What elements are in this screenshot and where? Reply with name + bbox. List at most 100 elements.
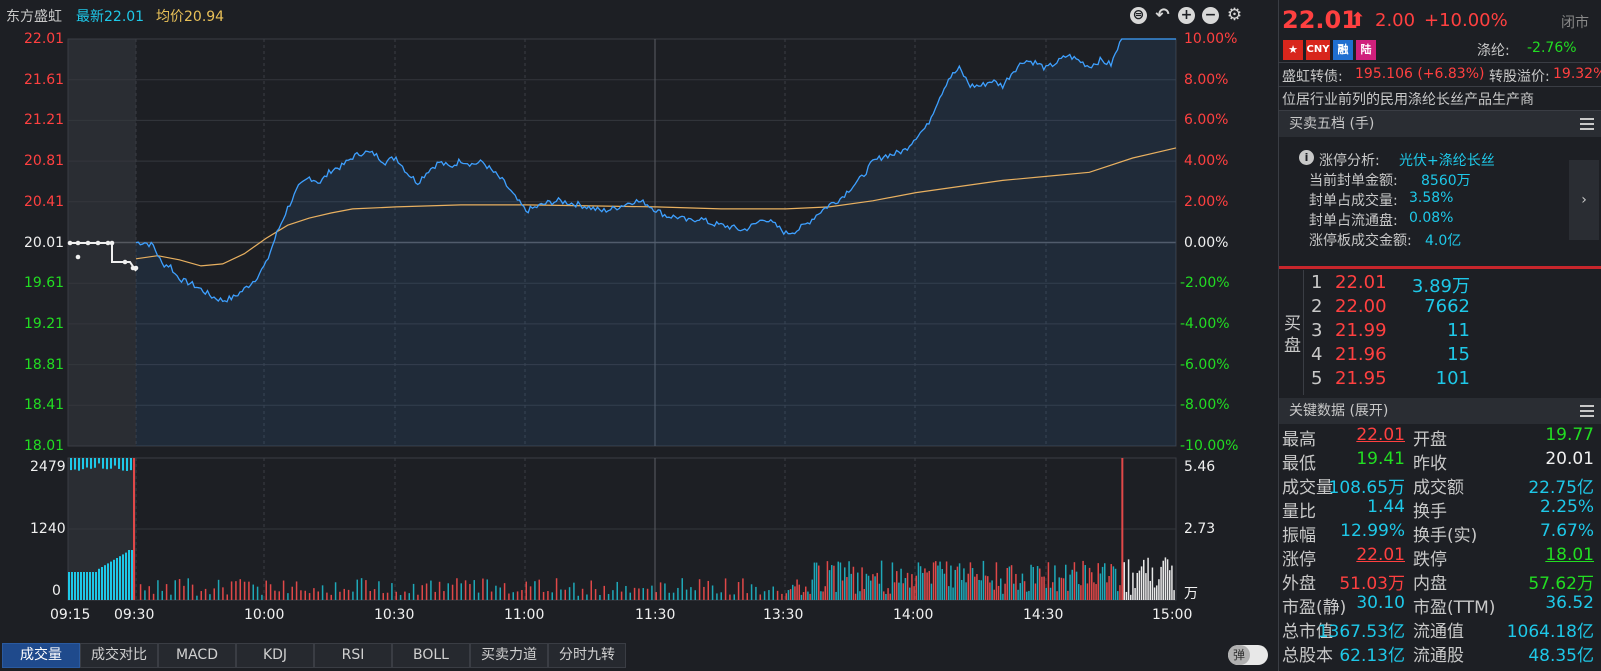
tab-volume[interactable]: 成交量 (2, 643, 80, 668)
volume-bar (633, 587, 636, 600)
key-data-value: 57.62万 (1528, 574, 1594, 594)
volume-bar (378, 581, 380, 600)
volume-bar (161, 590, 163, 600)
divider (1279, 62, 1601, 63)
volume-bar (1108, 575, 1110, 600)
volume-bar (1134, 588, 1136, 600)
bid-price: 21.96 (1335, 344, 1387, 365)
volume-bar (1121, 458, 1124, 600)
volume-bar (1013, 583, 1015, 600)
volume-bar (291, 586, 293, 600)
keydata-header[interactable]: 关键数据 (展开) (1279, 398, 1601, 424)
chevron-right-icon[interactable]: › (1569, 160, 1599, 240)
zoom-out-icon[interactable]: − (1202, 7, 1219, 24)
volume-bar (664, 583, 666, 600)
volume-bar (917, 562, 920, 600)
volume-bar (956, 566, 959, 600)
tab-volume-compare[interactable]: 成交对比 (80, 643, 158, 668)
volume-bar (997, 585, 1000, 600)
percent-tick-label: -10.00% (1180, 438, 1239, 454)
popup-toggle[interactable]: 弹 (1228, 645, 1268, 665)
zoom-in-icon[interactable]: + (1178, 7, 1195, 24)
volume-bar (698, 579, 701, 600)
volume-bar (1138, 570, 1141, 600)
seal-float-ratio-label: 封单占流通盘: (1309, 213, 1398, 229)
volume-bar (1099, 573, 1102, 600)
volume-bar (677, 587, 679, 600)
key-data-value: 20.01 (1545, 449, 1594, 469)
key-data-label: 量比 (1282, 502, 1316, 522)
price-tick-label: 19.61 (24, 275, 65, 292)
tab-macd[interactable]: MACD (158, 643, 236, 668)
volume-bar (490, 591, 493, 600)
volume-bar (896, 571, 898, 600)
volume-bar (1039, 568, 1041, 600)
key-data-value: 12.99% (1340, 521, 1405, 541)
volume-bar (768, 590, 770, 600)
seal-volume-ratio-value: 3.58% (1409, 190, 1454, 206)
volume-bar (898, 582, 900, 600)
menu-icon[interactable] (1580, 405, 1594, 417)
volume-bar (90, 458, 92, 469)
volume-bar (300, 590, 302, 600)
volume-bar (1127, 559, 1130, 600)
percent-tick-label: 0.00% (1184, 234, 1229, 251)
volume-bar (586, 594, 588, 600)
percent-tick-label: 10.00% (1184, 31, 1238, 47)
volume-bar (209, 594, 211, 600)
key-data-label: 市盈(TTM) (1413, 598, 1496, 618)
menu-icon[interactable] (1580, 118, 1594, 130)
volume-bar (1173, 590, 1175, 600)
auction-dot (75, 240, 81, 246)
time-tick-label: 09:15 (50, 607, 91, 623)
key-data-value[interactable]: 18.01 (1545, 545, 1594, 565)
price-tick-label: 19.21 (24, 315, 65, 332)
volume-bar (226, 594, 228, 600)
undo-icon[interactable]: ↶ (1155, 5, 1170, 25)
gear-icon[interactable]: ⚙ (1226, 5, 1243, 25)
tab-rsi[interactable]: RSI (314, 643, 392, 668)
volume-bar (939, 561, 941, 600)
volume-bar (835, 591, 837, 600)
auction-line (67, 240, 139, 272)
volume-bar (750, 584, 753, 600)
volume-bar (74, 458, 76, 470)
tab-kdj[interactable]: KDJ (236, 643, 314, 668)
volume-bar (508, 593, 510, 600)
volume-bar (971, 568, 974, 600)
market-status: 闭市 (1561, 15, 1589, 31)
volume-bar (217, 579, 220, 600)
volume-bar (252, 584, 254, 600)
volume-bar (1088, 567, 1091, 600)
volume-bar (547, 591, 549, 600)
volume-bar (1082, 560, 1084, 600)
volume-bar (993, 589, 995, 600)
key-data-value[interactable]: 22.01 (1356, 545, 1405, 565)
tab-nine-turn[interactable]: 分时九转 (548, 643, 626, 668)
orderbook-header[interactable]: 买卖五档 (手) (1279, 111, 1601, 137)
settlement-icon[interactable]: ⊜ (1130, 7, 1147, 24)
quote-change-pct: +10.00% (1424, 10, 1508, 31)
volume-bar (139, 584, 142, 600)
volume-bar (902, 583, 904, 600)
intraday-chart[interactable] (0, 0, 1278, 643)
volume-bar (122, 458, 124, 471)
volume-bar (755, 586, 757, 600)
volume-bar (516, 591, 519, 600)
volume-bar (1047, 562, 1050, 600)
key-data-value[interactable]: 22.01 (1356, 425, 1405, 445)
volume-bar (170, 594, 172, 600)
percent-tick-label: 2.00% (1184, 193, 1229, 210)
key-data-value: 1.44 (1367, 497, 1405, 517)
volume-bar (772, 586, 774, 600)
volume-bar (607, 593, 610, 600)
tab-buy-sell-force[interactable]: 买卖力道 (470, 643, 548, 668)
volume-bar (1117, 591, 1119, 600)
volume-bar (737, 582, 740, 600)
tab-boll[interactable]: BOLL (392, 643, 470, 668)
volume-bar (282, 580, 285, 600)
limit-up-analysis-label: 涨停分析: (1319, 153, 1380, 169)
volume-bar (800, 594, 803, 600)
volume-bar (408, 593, 410, 600)
auction-dot (95, 240, 101, 246)
